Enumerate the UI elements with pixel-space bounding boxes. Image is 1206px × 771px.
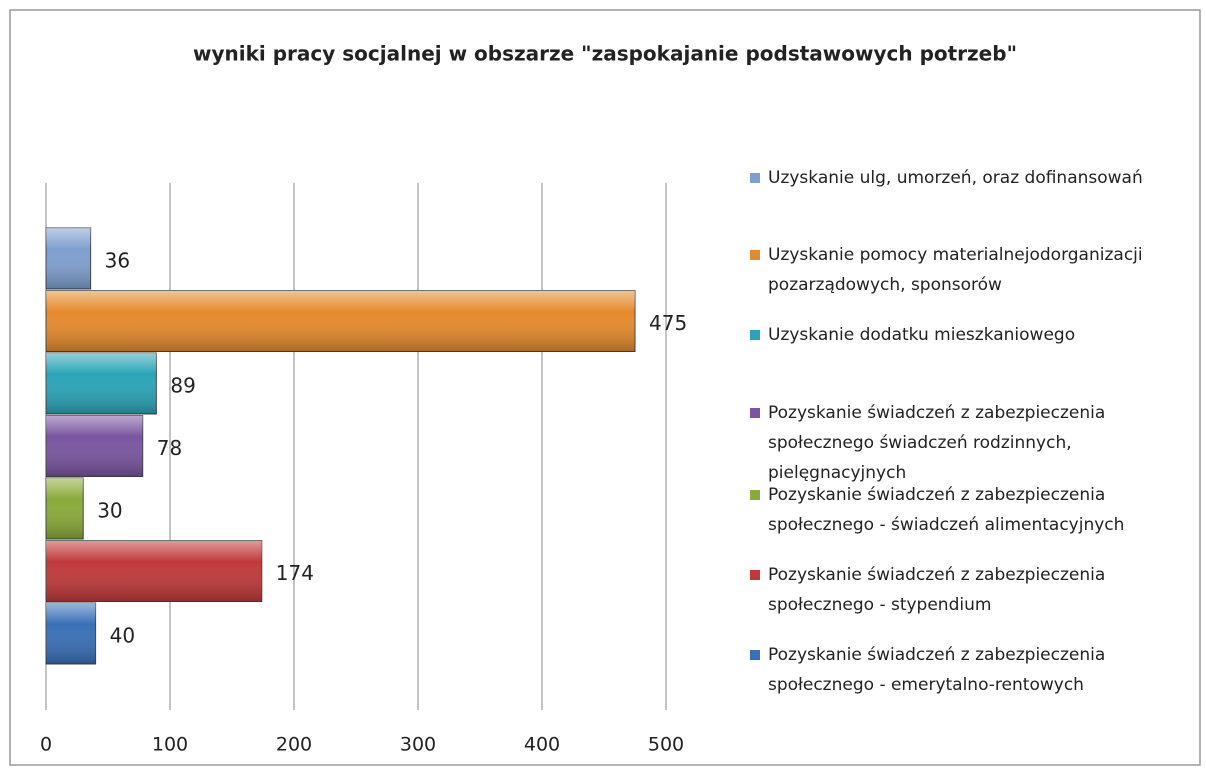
legend-entry: Uzyskanie ulg, umorzeń, oraz dofinansowa…	[750, 163, 1206, 193]
legend-entry: Pozyskanie świadczeń z zabezpieczenia sp…	[750, 640, 1206, 700]
chart-title: wyniki pracy socjalnej w obszarze "zaspo…	[193, 42, 1017, 66]
legend-swatch	[750, 250, 760, 260]
legend-entry: Uzyskanie pomocy materialnejodorganizacj…	[750, 240, 1206, 300]
x-tick-label: 400	[524, 734, 560, 756]
data-label: 40	[110, 624, 135, 648]
bar-shade	[46, 603, 96, 664]
x-tick-label: 200	[276, 734, 312, 756]
x-tick-label: 100	[152, 734, 188, 756]
bar-shade	[46, 353, 157, 414]
legend-entry: Pozyskanie świadczeń z zabezpieczenia sp…	[750, 398, 1206, 488]
x-tick-label: 300	[400, 734, 436, 756]
data-label: 36	[105, 249, 130, 273]
legend-entry: Uzyskanie dodatku mieszkaniowego	[750, 320, 1206, 350]
bar-shade	[46, 478, 84, 539]
x-tick-label: 0	[40, 734, 52, 756]
legend-entry: Pozyskanie świadczeń z zabezpieczenia sp…	[750, 480, 1206, 540]
data-label: 89	[170, 374, 195, 398]
legend-label: Pozyskanie świadczeń z zabezpieczenia sp…	[768, 645, 1106, 695]
x-tick-label: 500	[648, 734, 684, 756]
legend-swatch	[750, 330, 760, 340]
legend-swatch	[750, 570, 760, 580]
legend-label: Pozyskanie świadczeń z zabezpieczenia sp…	[768, 565, 1106, 615]
legend-entry: Pozyskanie świadczeń z zabezpieczenia sp…	[750, 560, 1206, 620]
data-label: 30	[97, 499, 122, 523]
bar-shade	[46, 228, 91, 289]
data-label: 174	[276, 561, 314, 585]
legend-swatch	[750, 173, 760, 183]
legend-label: Pozyskanie świadczeń z zabezpieczenia sp…	[768, 403, 1106, 483]
legend-label: Uzyskanie ulg, umorzeń, oraz dofinansowa…	[768, 168, 1143, 188]
legend-label: Uzyskanie dodatku mieszkaniowego	[768, 325, 1076, 345]
data-label: 475	[649, 311, 687, 335]
legend-label: Uzyskanie pomocy materialnejodorganizacj…	[768, 245, 1143, 295]
bar-shade	[46, 540, 262, 602]
legend-swatch	[750, 650, 760, 660]
legend-swatch	[750, 490, 760, 500]
bar-shade	[46, 290, 635, 352]
legend-label: Pozyskanie świadczeń z zabezpieczenia sp…	[768, 485, 1125, 535]
chart-border	[9, 9, 1201, 766]
data-label: 78	[157, 436, 182, 460]
legend-swatch	[750, 408, 760, 418]
bar-shade	[46, 415, 143, 477]
